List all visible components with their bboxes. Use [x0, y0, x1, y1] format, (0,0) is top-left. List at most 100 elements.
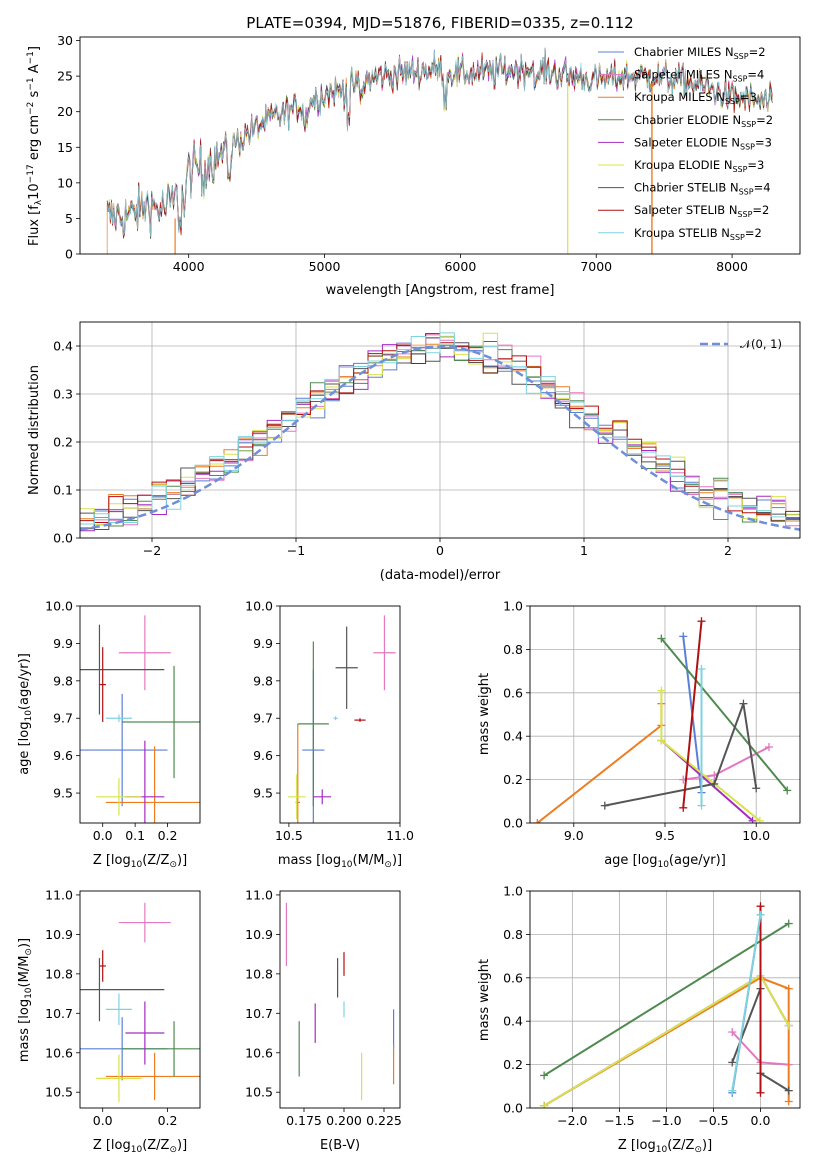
y-tick-label: 0.2: [503, 1057, 523, 1072]
legend-entry: 𝒩(0, 1): [740, 337, 782, 351]
y-axis-label: mass weight: [477, 959, 492, 1041]
legend-nssp: =3: [747, 158, 764, 172]
label-part: s: [27, 90, 42, 101]
y-tick-label: 0.1: [53, 483, 73, 498]
y-tick-label: 9.5: [53, 786, 73, 801]
y-tick-label: 0.8: [503, 642, 523, 657]
y-tick-label: 30: [57, 33, 73, 48]
y-tick-label: 0.0: [53, 531, 73, 546]
y-tick-label: 10.8: [245, 966, 273, 981]
y-tick-label: 9.6: [253, 748, 273, 763]
chart-age-vs-Z: 0.0 0.1 0.29.59.69.79.89.910.0Z [log10(Z/Z…: [17, 599, 201, 870]
plot-area: [287, 615, 396, 823]
legend-nssp: =2: [749, 45, 766, 59]
weight-line: [543, 922, 790, 1077]
y-tick-label: 9.9: [53, 636, 73, 651]
y-tick-label: 0.8: [503, 927, 523, 942]
label-part: (Z/Z: [667, 1138, 694, 1153]
label-part: 10: [656, 1145, 668, 1155]
y-tick-label: 0.2: [503, 772, 523, 787]
y-tick-label: 10.9: [45, 927, 73, 942]
plot-area: [80, 902, 200, 1103]
y-tick-label: 9.9: [253, 636, 273, 651]
label-part: 10: [341, 860, 353, 870]
label-part: )]: [702, 1138, 712, 1153]
x-tick-label: −2.0: [557, 1113, 587, 1128]
y-axis-label: age [log10(age/yr)]: [17, 653, 34, 775]
x-axis-label: Z [log10(Z/Z⊙)]: [618, 1138, 712, 1155]
legend: 𝒩(0, 1): [700, 337, 782, 351]
legend-sub: SSP: [732, 75, 747, 84]
label-part: (age/yr)]: [669, 853, 726, 868]
label-part: 10: [24, 710, 34, 722]
plot-area: [80, 615, 200, 823]
axes-frame: [79, 36, 801, 255]
label-part: −2: [26, 102, 36, 115]
x-tick-label: 9.5: [655, 828, 675, 843]
label-part: age [log: [604, 853, 657, 868]
label-part: Z [log: [93, 853, 131, 868]
y-axis-label: mass [log10(M/M⊙)]: [17, 938, 34, 1062]
y-tick-label: 9.5: [253, 786, 273, 801]
legend-nssp: =3: [755, 135, 772, 149]
label-part: ⊙: [169, 1145, 177, 1155]
legend-sub: SSP: [725, 97, 740, 106]
spectrum-line: [106, 47, 773, 237]
x-tick-label: −2: [143, 543, 161, 558]
label-part: (Z/Z: [142, 853, 169, 868]
y-tick-label: 10: [57, 175, 73, 190]
x-tick-label: 4000: [173, 259, 205, 274]
legend-sub: SSP: [730, 233, 745, 242]
plot-area: [530, 606, 800, 823]
x-axis-label: wavelength [Angstrom, rest frame]: [326, 283, 555, 298]
legend-sub: SSP: [740, 142, 755, 151]
y-tick-label: 0.6: [503, 970, 523, 985]
legend-nssp: =4: [747, 68, 764, 82]
x-tick-label: 0.2: [158, 828, 178, 843]
x-axis-label: E(B-V): [320, 1138, 360, 1153]
legend-sub: SSP: [734, 52, 749, 61]
legend-entry: Chabrier MILES NSSP=2: [634, 45, 766, 61]
y-tick-label: 1.0: [503, 884, 523, 899]
label-part: ]: [27, 46, 42, 51]
label-part: −17: [26, 164, 36, 183]
legend: Chabrier MILES NSSP=2 Salpeter MILES NSSP…: [598, 45, 773, 242]
legend-nssp: =2: [745, 226, 762, 240]
y-tick-label: 10.7: [245, 1006, 273, 1021]
label-part: 10: [131, 860, 143, 870]
plot-area: [106, 47, 773, 254]
y-tick-label: 0.4: [503, 1014, 523, 1029]
legend-entry: Salpeter MILES NSSP=4: [634, 68, 764, 84]
label-part: ⊙: [384, 860, 392, 870]
y-tick-label: 10.0: [45, 599, 73, 614]
y-axis-label: Normed distribution: [27, 365, 42, 495]
y-tick-label: 10.8: [45, 966, 73, 981]
weight-line: [604, 703, 758, 807]
x-tick-label: 9.0: [564, 828, 584, 843]
label-part: )]: [177, 1138, 187, 1153]
legend-entry: Chabrier STELIB NSSP=4: [634, 181, 771, 197]
x-tick-label: −1.5: [604, 1113, 634, 1128]
x-tick-label: −0.5: [698, 1113, 728, 1128]
legend-name: Kroupa ELODIE N: [634, 158, 732, 172]
chart-weight-vs-age: 9.0 9.5 10.0 0.0 0.2 0.4 0.6 0.8 1.0 age [log10(a…: [477, 599, 801, 870]
label-part: ⊙: [169, 860, 177, 870]
label-part: λ: [34, 199, 44, 205]
y-tick-label: 10.9: [245, 927, 273, 942]
gaussian-curve: [80, 345, 800, 531]
label-part: 10: [131, 1145, 143, 1155]
label-part: mass [log: [17, 999, 32, 1062]
label-part: −1: [26, 77, 36, 90]
legend-name: Salpeter STELIB N: [634, 203, 737, 217]
label-part: )]: [177, 853, 187, 868]
legend-entry: Salpeter STELIB NSSP=2: [634, 203, 769, 219]
x-tick-label: 6000: [444, 259, 476, 274]
axes-frame: [79, 321, 801, 539]
x-tick-label: 0.225: [366, 1113, 402, 1128]
legend-nssp: =3: [740, 90, 757, 104]
legend-name: Salpeter ELODIE N: [634, 135, 740, 149]
x-tick-label: 11.0: [386, 828, 414, 843]
legend-nssp: =2: [756, 113, 773, 127]
x-tick-label: 0.2: [158, 1113, 178, 1128]
